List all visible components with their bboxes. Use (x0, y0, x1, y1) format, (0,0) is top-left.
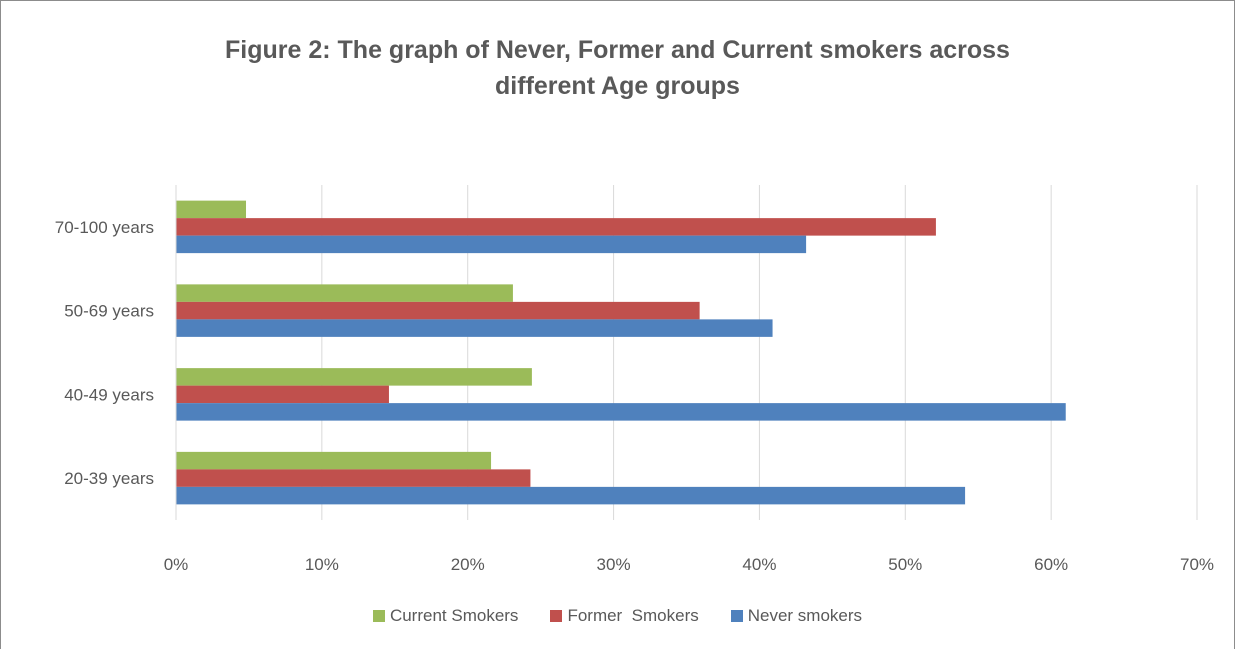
legend-label: Current Smokers (389, 606, 519, 625)
legend-label: Never smokers (747, 606, 863, 625)
bar-former-smokers-40-49-years (176, 385, 389, 404)
bar-chart: 70-100 years 50-69 years 40-49 years 20-39 … (55, 185, 1214, 574)
y-tick-label: 20-39 years (64, 469, 154, 488)
x-tick-label: 50% (888, 555, 922, 574)
legend-label: Former Smokers (567, 606, 699, 625)
x-tick-label: 20% (451, 555, 485, 574)
y-tick-label: 50-69 years (64, 302, 154, 321)
bar-current-smokers-20-39-years (176, 451, 492, 470)
legend-item: Current Smokers (372, 606, 519, 626)
legend-swatch (550, 610, 563, 622)
chart-title: Figure 2: The graph of Never, Former and… (0, 32, 1235, 104)
y-tick-label: 70-100 years (55, 218, 154, 237)
bar-never-smokers-70-100-years (176, 235, 807, 254)
x-tick-label: 70% (1180, 555, 1214, 574)
legend-item: Never smokers (730, 606, 863, 626)
legend-swatch (730, 610, 743, 622)
bar-former-smokers-50-69-years (176, 301, 700, 320)
bar-current-smokers-70-100-years (176, 200, 247, 219)
bar-current-smokers-50-69-years (176, 284, 513, 302)
x-tick-label: 60% (1034, 555, 1068, 574)
bar-former-smokers-70-100-years (176, 218, 936, 236)
x-tick-label: 40% (742, 555, 776, 574)
legend-item: Former Smokers (550, 606, 699, 626)
x-tick-label: 30% (597, 555, 631, 574)
bar-never-smokers-40-49-years (176, 403, 1066, 421)
legend: Current Smokers Former Smokers Never smoke… (0, 606, 1235, 626)
legend-swatch (372, 610, 385, 622)
y-tick-label: 40-49 years (64, 385, 154, 404)
chart-title-line-1: Figure 2: The graph of Never, Former and… (225, 36, 1010, 64)
x-tick-label: 10% (305, 555, 339, 574)
bar-never-smokers-20-39-years (176, 486, 966, 505)
bar-current-smokers-40-49-years (176, 368, 532, 386)
chart-title-line-2: different Age groups (495, 72, 740, 100)
bar-never-smokers-50-69-years (176, 319, 773, 337)
x-tick-label: 0% (164, 555, 189, 574)
bar-former-smokers-20-39-years (176, 469, 531, 487)
